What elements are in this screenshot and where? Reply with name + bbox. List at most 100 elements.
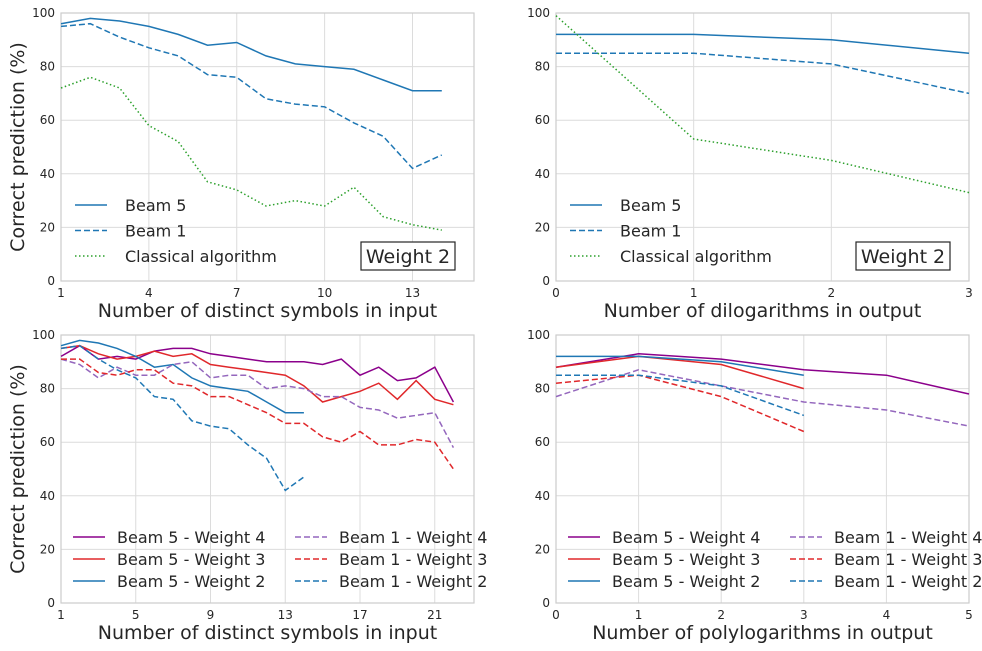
x-tick-label: 1	[690, 286, 698, 300]
x-tick-label: 0	[552, 608, 560, 622]
series-line-beam-1-weight-2	[556, 374, 805, 417]
y-tick-label: 60	[535, 113, 550, 127]
x-tick-label: 5	[965, 608, 973, 622]
x-tick-label: 21	[427, 608, 442, 622]
plot-frame	[555, 334, 970, 604]
y-tick-label: 100	[527, 328, 550, 342]
series-line-beam-1-weight-3	[61, 358, 455, 470]
legend-label: Classical algorithm	[620, 247, 772, 266]
x-tick-label: 17	[352, 608, 367, 622]
legend-label: Beam 5 - Weight 4	[117, 528, 265, 547]
x-tick-label: 0	[552, 286, 560, 300]
legend-label: Beam 5 - Weight 2	[612, 572, 760, 591]
legend-label: Beam 1	[620, 222, 681, 241]
x-tick-label: 13	[278, 608, 293, 622]
series-line-beam-5-weight-3	[555, 355, 805, 390]
annotation-label: Weight 2	[366, 246, 450, 268]
x-tick-label: 9	[207, 608, 215, 622]
x-tick-label: 1	[635, 608, 643, 622]
legend-label: Beam 1 - Weight 3	[834, 550, 982, 569]
x-tick-label: 10	[317, 286, 332, 300]
legend: Beam 5 - Weight 4 Beam 5 - Weight 3 Beam 5…	[73, 528, 487, 591]
x-tick-label: 1	[57, 286, 65, 300]
y-tick-label: 80	[535, 382, 550, 396]
legend-label: Beam 5 - Weight 4	[612, 528, 760, 547]
legend-label: Beam 1 - Weight 4	[834, 528, 982, 547]
legend-label: Beam 1	[125, 222, 186, 241]
x-tick-label: 7	[233, 286, 241, 300]
y-tick-label: 0	[47, 596, 55, 610]
y-tick-label: 40	[40, 167, 55, 181]
x-tick-label: 4	[145, 286, 153, 300]
y-tick-label: 80	[40, 382, 55, 396]
x-tick-label: 13	[405, 286, 420, 300]
series-line-beam-1-weight-2	[60, 344, 305, 492]
series-line-beam-1	[556, 52, 970, 95]
y-axis-label: Correct prediction (%)	[7, 42, 29, 252]
x-tick-label: 3	[965, 286, 973, 300]
series-line-classical-algorithm	[60, 76, 442, 231]
series-line-beam-1-weight-4	[60, 358, 455, 448]
y-tick-label: 0	[542, 274, 550, 288]
x-tick-label: 2	[717, 608, 725, 622]
legend-label: Classical algorithm	[125, 247, 277, 266]
y-tick-label: 40	[40, 489, 55, 503]
legend-label: Beam 5 - Weight 3	[612, 550, 760, 569]
y-tick-label: 20	[535, 220, 550, 234]
plot-frame	[60, 334, 475, 604]
subplot-3: 1 5 9 13 17 21 0 20 40 60 80 100 Number of distinct …	[7, 328, 487, 644]
x-axis-label: Number of distinct symbols in input	[98, 300, 437, 322]
subplot-1: 1 4 7 10 13 0 20 40 60 80 100 Number of distinct sy…	[7, 6, 475, 322]
legend-label: Beam 5 - Weight 3	[117, 550, 265, 569]
plot-frame	[555, 12, 970, 282]
legend-label: Beam 5	[620, 196, 681, 215]
x-tick-label: 5	[132, 608, 140, 622]
x-axis-label: Number of distinct symbols in input	[98, 622, 437, 644]
legend: Beam 5 Beam 1 Classical algorithm	[75, 196, 277, 266]
legend-label: Beam 1 - Weight 4	[339, 528, 487, 547]
legend: Beam 5 - Weight 4 Beam 5 - Weight 3 Beam 5…	[568, 528, 982, 591]
y-tick-label: 100	[32, 6, 55, 20]
series-line-beam-5-weight-2	[556, 355, 804, 376]
annotation-label: Weight 2	[861, 246, 945, 268]
y-tick-label: 0	[542, 596, 550, 610]
legend-label: Beam 5	[125, 196, 186, 215]
series-line-beam-1-weight-3	[555, 374, 805, 433]
legend-label: Beam 1 - Weight 2	[339, 572, 487, 591]
y-tick-label: 40	[535, 167, 550, 181]
legend-label: Beam 1 - Weight 2	[834, 572, 982, 591]
subplot-2: 0 1 2 3 0 20 40 60 80 100 Number of dilogarithms i…	[527, 6, 973, 322]
subplot-4: 0 1 2 3 4 5 0 20 40 60 80 100 Number of polylogarith…	[527, 328, 982, 644]
legend-label: Beam 5 - Weight 2	[117, 572, 265, 591]
x-tick-label: 4	[883, 608, 891, 622]
y-tick-label: 0	[47, 274, 55, 288]
series-line-beam-5	[60, 17, 442, 92]
legend: Beam 5 Beam 1 Classical algorithm	[570, 196, 772, 266]
x-tick-label: 1	[57, 608, 65, 622]
y-tick-label: 60	[40, 435, 55, 449]
y-tick-label: 100	[32, 328, 55, 342]
y-tick-label: 60	[40, 113, 55, 127]
y-tick-label: 80	[40, 60, 55, 74]
y-axis-label: Correct prediction (%)	[7, 364, 29, 574]
y-tick-label: 20	[40, 220, 55, 234]
x-axis-label: Number of polylogarithms in output	[592, 622, 933, 644]
series-line-beam-1-weight-4	[555, 369, 970, 427]
y-tick-label: 40	[535, 489, 550, 503]
y-tick-label: 80	[535, 60, 550, 74]
series-line-beam-5-weight-3	[60, 344, 454, 406]
x-tick-label: 2	[828, 286, 836, 300]
x-axis-label: Number of dilogarithms in output	[604, 300, 922, 322]
series-line-beam-5	[556, 33, 970, 54]
y-tick-label: 60	[535, 435, 550, 449]
series-line-beam-5-weight-2	[60, 339, 304, 414]
y-tick-label: 20	[535, 542, 550, 556]
series-line-classical-algorithm	[555, 15, 970, 194]
y-tick-label: 100	[527, 6, 550, 20]
series-line-beam-1	[60, 22, 443, 170]
annotation-box	[360, 241, 456, 271]
plot-frame	[60, 12, 475, 282]
x-tick-label: 3	[800, 608, 808, 622]
annotation-box	[855, 241, 951, 271]
